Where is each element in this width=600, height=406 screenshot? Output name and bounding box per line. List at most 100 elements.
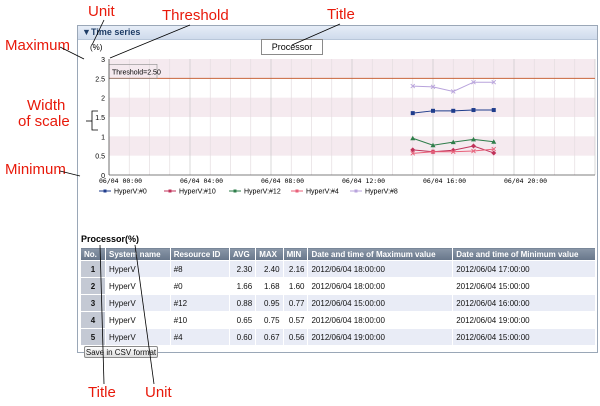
legend-label: HyperV:#12 xyxy=(244,189,281,196)
table-cell: 2012/06/04 18:00:00 xyxy=(307,277,454,295)
table-cell: 2.16 xyxy=(282,260,309,278)
table-header-5[interactable]: MIN xyxy=(282,247,309,261)
table-cell: 1 xyxy=(80,260,106,278)
chart-title: Processor xyxy=(261,39,323,55)
x-tick-label: 06/04 20:00 xyxy=(504,177,547,185)
table-row[interactable]: 4 HyperV #10 0.65 0.75 0.57 2012/06/04 18:00:0… xyxy=(80,311,596,329)
table-cell: 1.60 xyxy=(282,277,309,295)
annotation-unit-bottom: Unit xyxy=(145,384,172,401)
table-cell: 2.30 xyxy=(228,260,257,278)
table-header-4[interactable]: MAX xyxy=(255,247,284,261)
series-point xyxy=(451,108,456,113)
table-cell: #10 xyxy=(169,311,230,329)
annotation-title-bottom: Title xyxy=(88,384,116,401)
series-point xyxy=(410,151,416,156)
y-tick-label: 1.5 xyxy=(95,115,105,122)
data-table: No. System name Resource ID AVG MAX MIN Date a… xyxy=(80,247,596,346)
table-header-0[interactable]: No. xyxy=(80,247,106,261)
table-cell: 2012/06/04 19:00:00 xyxy=(452,311,596,329)
table-cell: 2012/06/04 17:00:00 xyxy=(452,260,596,278)
y-tick-label: 3 xyxy=(101,57,105,64)
table-header-6[interactable]: Date and time of Maximum value xyxy=(307,247,454,261)
series-point xyxy=(491,146,497,152)
annotation-maximum: Maximum xyxy=(5,37,71,54)
x-tick-label: 06/04 12:00 xyxy=(342,177,385,185)
chart: Threshold=2.50 0 0.5 1 1.5 2 2.5 3 06/04 00:00 0… xyxy=(95,57,596,196)
annotation-minimum: Minimum xyxy=(5,161,66,178)
table-cell: 0.95 xyxy=(255,294,284,312)
threshold-label: Threshold=2.50 xyxy=(112,69,161,76)
table-cell: 2 xyxy=(80,277,106,295)
table-header-7[interactable]: Date and time of Minimum value xyxy=(452,247,596,261)
table-cell: 2012/06/04 16:00:00 xyxy=(452,294,596,312)
table-row[interactable]: 3 HyperV #12 0.88 0.95 0.77 2012/06/04 15:00:0… xyxy=(80,294,596,312)
table-header-1[interactable]: System name xyxy=(105,247,171,261)
table-cell: 0.77 xyxy=(282,294,309,312)
x-tick-label: 06/04 08:00 xyxy=(261,177,304,185)
series-point xyxy=(450,89,456,94)
table-cell: #12 xyxy=(169,294,230,312)
table-cell: HyperV xyxy=(105,277,171,295)
series-point xyxy=(450,139,456,145)
series-point xyxy=(430,149,436,155)
x-tick-label: 06/04 04:00 xyxy=(180,177,223,185)
x-tick-label: 06/04 00:00 xyxy=(99,177,142,185)
table-cell: #4 xyxy=(169,328,230,346)
annotation-width-of-scale-line2: of scale xyxy=(18,113,70,130)
annotation-unit-top: Unit xyxy=(88,3,115,20)
save-csv-button[interactable]: Save in CSV format xyxy=(84,346,158,358)
collapse-triangle-icon[interactable]: ▼ xyxy=(82,27,91,37)
table-cell: 1.66 xyxy=(228,277,257,295)
table-cell: 2012/06/04 15:00:00 xyxy=(452,328,596,346)
series-point xyxy=(491,139,497,144)
table-cell: 2012/06/04 18:00:00 xyxy=(307,311,454,329)
legend-marker xyxy=(103,189,107,193)
series-point xyxy=(471,79,476,85)
series-point xyxy=(431,108,435,113)
table-cell: 2012/06/04 18:00:00 xyxy=(307,260,454,278)
series-point xyxy=(450,149,456,155)
legend-label: HyperV:#10 xyxy=(179,189,216,196)
table-cell: HyperV xyxy=(105,260,171,278)
table-cell: 5 xyxy=(80,328,106,346)
series-point xyxy=(471,136,476,142)
y-tick-label: 1 xyxy=(101,134,105,141)
table-cell: HyperV xyxy=(105,294,171,312)
legend-label: HyperV:#0 xyxy=(114,189,147,196)
table-row[interactable]: 1 HyperV #8 2.30 2.40 2.16 2012/06/04 18:00:00… xyxy=(80,260,596,278)
annotation-threshold: Threshold xyxy=(162,7,229,24)
chart-unit-label: (%) xyxy=(90,43,103,52)
table-row[interactable]: 2 HyperV #0 1.66 1.68 1.60 2012/06/04 18:00:00… xyxy=(80,277,596,295)
time-series-panel: ▼ Time series Threshold=2.50 0 0.5 1 1.5 2 2.… xyxy=(77,25,598,358)
table-cell: 3 xyxy=(80,294,106,312)
table-row[interactable]: 5 HyperV #4 0.60 0.67 0.56 2012/06/04 19:00:00… xyxy=(80,328,596,346)
table-cell: 0.75 xyxy=(255,311,284,329)
series-point xyxy=(471,148,476,154)
series-point xyxy=(410,83,416,89)
series-point xyxy=(410,111,415,116)
table-header-3[interactable]: AVG xyxy=(228,247,257,261)
legend-label: HyperV:#4 xyxy=(306,189,339,196)
series-point xyxy=(410,135,416,141)
y-tick-label: 2 xyxy=(101,96,105,103)
table-cell: HyperV xyxy=(105,328,171,346)
y-tick-label: 0.5 xyxy=(95,154,105,161)
table-header-2[interactable]: Resource ID xyxy=(169,247,230,261)
table-title: Processor(%) xyxy=(81,234,140,244)
series-point xyxy=(430,84,436,90)
table-cell: 2012/06/04 15:00:00 xyxy=(307,294,454,312)
legend-label: HyperV:#8 xyxy=(365,189,398,196)
series-point xyxy=(410,147,416,153)
table-cell: #8 xyxy=(169,260,230,278)
table-cell: 2012/06/04 19:00:00 xyxy=(307,328,454,346)
table-cell: 0.88 xyxy=(228,294,257,312)
table-cell: 2012/06/04 15:00:00 xyxy=(452,277,596,295)
table-cell: 1.68 xyxy=(255,277,284,295)
table-cell: 0.65 xyxy=(228,311,257,329)
series-point xyxy=(471,108,476,113)
series-point xyxy=(491,79,497,85)
series-point xyxy=(491,108,496,113)
y-tick-label: 0 xyxy=(101,173,105,180)
legend-marker xyxy=(295,189,299,193)
annotation-title-top: Title xyxy=(327,6,355,23)
